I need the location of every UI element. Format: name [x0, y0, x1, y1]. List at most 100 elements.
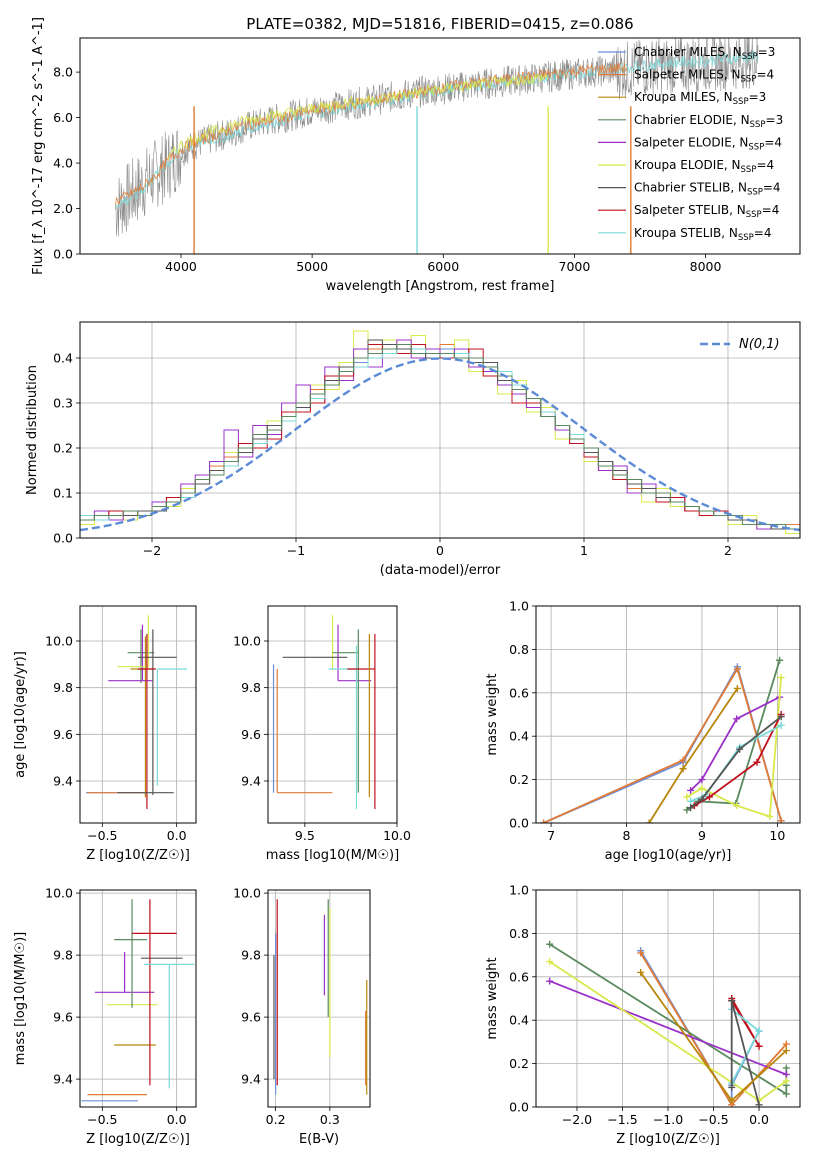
axes-frame	[79, 605, 197, 824]
x-tick-label: 0	[436, 543, 444, 558]
mass-weight-marker	[687, 804, 695, 812]
x-tick-label: −0.5	[87, 828, 117, 843]
legend-label: Kroupa ELODIE, NSSP=4	[634, 158, 774, 175]
mass-weight-marker	[733, 665, 741, 673]
y-tick-label: 10.0	[233, 634, 261, 649]
x-tick-label: 4000	[165, 259, 197, 274]
y-tick-label: 0.6	[509, 969, 529, 984]
mass-weight-marker	[683, 793, 691, 801]
y-tick-label: 10.0	[45, 886, 73, 901]
x-tick-label: 0.0	[167, 828, 187, 843]
plot-layer	[114, 38, 759, 254]
mass-weight-marker	[755, 1101, 763, 1107]
x-tick-label: 1	[580, 543, 588, 558]
plot-layer	[536, 890, 800, 1107]
mass-weight-marker	[728, 997, 736, 1005]
y-tick-label: 9.6	[53, 727, 73, 742]
legend-label: Salpeter ELODIE, NSSP=4	[634, 135, 782, 152]
chart-mass-vs-Z: −0.5 0.0 9.4 9.6 9.8 10.0 Z [log10(Z/Z☉)] mass …	[13, 886, 197, 1147]
y-tick-label: 0.0	[509, 816, 529, 831]
mass-weight-marker	[777, 674, 785, 682]
mass-weight-marker	[782, 1064, 790, 1072]
y-tick-label: 0.4	[509, 1013, 529, 1028]
mass-weight-marker	[546, 977, 554, 985]
mass-weight-line	[690, 715, 782, 809]
x-tick-label: −1	[287, 543, 305, 558]
x-axis-label: (data-model)/error	[380, 563, 501, 578]
mass-weight-marker	[736, 745, 744, 753]
y-tick-label: 0.0	[53, 247, 73, 262]
mass-weight-marker	[755, 1027, 763, 1035]
mass-weight-marker	[645, 819, 653, 823]
y-axis-label: mass weight	[485, 957, 500, 1039]
figure-title: PLATE=0382, MJD=51816, FIBERID=0415, z=0…	[246, 15, 633, 33]
mass-weight-marker	[637, 968, 645, 976]
mass-weight-marker	[546, 958, 554, 966]
mass-weight-marker	[733, 802, 741, 810]
legend-label: N(0,1)	[739, 337, 780, 352]
x-tick-label: 7000	[559, 259, 591, 274]
x-axis-label: Z [log10(Z/Z☉)]	[616, 1132, 720, 1147]
chart-residuals: −2 −1 0 1 2 0.0 0.1 0.2 0.3 0.4 (data-model)/error…	[25, 321, 801, 578]
y-tick-label: 2.0	[53, 201, 73, 216]
y-tick-label: 9.8	[53, 948, 73, 963]
plot-layer	[80, 322, 800, 538]
y-tick-label: 6.0	[53, 110, 73, 125]
mass-weight-marker	[687, 786, 695, 794]
x-axis-label: age [log10(age/yr)]	[605, 848, 732, 863]
y-tick-label: 10.0	[233, 886, 261, 901]
y-tick-label: 0.0	[53, 531, 73, 546]
normal-reference-curve	[80, 357, 800, 532]
mass-weight-marker	[728, 1096, 736, 1104]
mass-weight-marker	[782, 1090, 790, 1098]
x-tick-label: −0.5	[698, 1112, 728, 1127]
chart-age-vs-Z: −0.5 0.0 9.4 9.6 9.8 10.0 Z [log10(Z/Z☉)] age […	[13, 605, 197, 863]
plot-area: 4000 5000 6000 7000 8000 0.0 2.0 4.0 6.0 8.0 wavel…	[13, 17, 801, 1147]
x-tick-label: 8	[623, 828, 631, 843]
mass-weight-marker	[777, 713, 785, 721]
y-axis-label: Normed distribution	[25, 365, 40, 495]
x-tick-label: 6000	[427, 259, 459, 274]
x-axis-label: mass [log10(M/M☉)]	[266, 848, 399, 863]
mass-weight-marker	[777, 721, 785, 729]
legend-label: Salpeter STELIB, NSSP=4	[634, 203, 779, 220]
y-axis-label: mass [log10(M/M☉)]	[13, 932, 28, 1065]
mass-weight-marker	[753, 758, 761, 766]
legend: Chabrier MILES, NSSP=3 Salpeter MILES, NS…	[598, 45, 783, 243]
y-tick-label: 0.2	[53, 441, 73, 456]
legend-label: Kroupa STELIB, NSSP=4	[634, 226, 772, 243]
y-tick-label: 9.6	[241, 727, 261, 742]
axes-frame	[79, 889, 197, 1108]
y-tick-label: 0.3	[53, 396, 73, 411]
mass-weight-marker	[728, 1083, 736, 1091]
x-axis-label: E(B-V)	[299, 1132, 339, 1147]
y-tick-label: 9.8	[241, 680, 261, 695]
y-tick-label: 8.0	[53, 65, 73, 80]
x-tick-label: 0.0	[749, 1112, 769, 1127]
y-tick-label: 0.1	[53, 486, 73, 501]
x-tick-label: 10.0	[383, 828, 411, 843]
mass-weight-line	[689, 696, 781, 792]
mass-weight-marker	[705, 793, 713, 801]
mass-weight-marker	[687, 797, 695, 805]
legend-label: Kroupa MILES, NSSP=3	[634, 90, 766, 107]
mass-weight-marker	[782, 1077, 790, 1085]
y-tick-label: 0.8	[509, 642, 529, 657]
plot-layer	[268, 606, 397, 823]
spectrum-line	[167, 73, 549, 161]
mass-weight-marker	[637, 949, 645, 957]
plot-layer	[80, 890, 196, 1107]
y-tick-label: 9.6	[53, 1010, 73, 1025]
y-tick-label: 10.0	[45, 634, 73, 649]
x-tick-label: 7	[547, 828, 555, 843]
axes-frame	[535, 889, 801, 1108]
y-axis-label: mass weight	[485, 673, 500, 755]
mass-weight-marker	[540, 819, 548, 823]
x-tick-label: 8000	[690, 259, 722, 274]
mass-weight-marker	[782, 1047, 790, 1055]
x-tick-label: 0.2	[266, 1112, 286, 1127]
y-tick-label: 1.0	[509, 599, 529, 614]
y-tick-label: 4.0	[53, 156, 73, 171]
mass-weight-marker	[546, 940, 554, 948]
